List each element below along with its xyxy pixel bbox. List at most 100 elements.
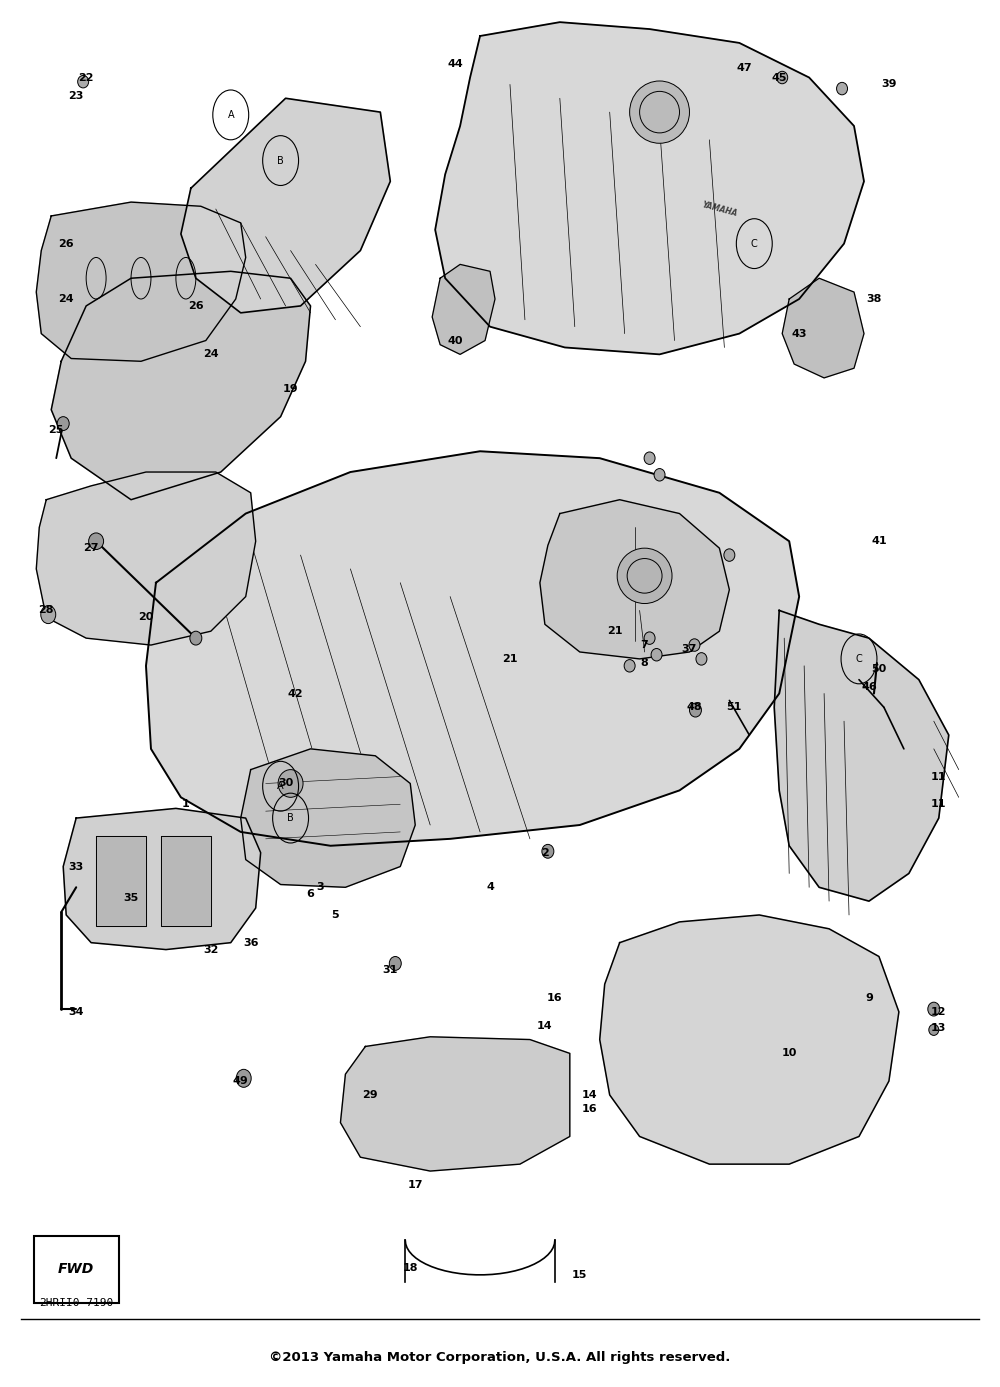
Text: 48: 48 — [687, 702, 702, 713]
Ellipse shape — [542, 845, 554, 859]
Polygon shape — [600, 915, 899, 1164]
Text: 1: 1 — [182, 799, 190, 809]
Text: 50: 50 — [871, 663, 887, 674]
Text: 2: 2 — [541, 847, 549, 857]
Text: C: C — [856, 653, 862, 664]
Text: 41: 41 — [871, 537, 887, 546]
Text: 25: 25 — [49, 426, 64, 436]
Ellipse shape — [696, 653, 707, 666]
Ellipse shape — [630, 80, 689, 143]
Ellipse shape — [651, 649, 662, 662]
Text: 35: 35 — [123, 893, 139, 903]
Ellipse shape — [644, 452, 655, 465]
Text: 5: 5 — [332, 910, 339, 920]
Ellipse shape — [644, 632, 655, 645]
Text: 12: 12 — [931, 1007, 947, 1017]
Text: 19: 19 — [283, 384, 298, 394]
Ellipse shape — [57, 416, 69, 430]
Ellipse shape — [689, 639, 700, 652]
Polygon shape — [51, 272, 311, 499]
Ellipse shape — [78, 75, 89, 87]
Polygon shape — [340, 1037, 570, 1171]
Ellipse shape — [724, 549, 735, 562]
Text: A: A — [277, 781, 284, 791]
Text: 46: 46 — [861, 681, 877, 692]
Ellipse shape — [278, 770, 303, 798]
Polygon shape — [432, 265, 495, 354]
Ellipse shape — [190, 631, 202, 645]
Polygon shape — [435, 22, 864, 354]
Text: 14: 14 — [537, 1021, 553, 1031]
Ellipse shape — [389, 957, 401, 971]
Text: B: B — [287, 813, 294, 822]
Ellipse shape — [928, 1003, 940, 1017]
Text: 9: 9 — [865, 993, 873, 1003]
Text: 11: 11 — [931, 771, 947, 781]
Text: 23: 23 — [68, 90, 84, 100]
Text: 27: 27 — [83, 544, 99, 553]
Text: 21: 21 — [607, 626, 622, 637]
Ellipse shape — [929, 1025, 939, 1036]
Ellipse shape — [624, 660, 635, 673]
Text: 24: 24 — [203, 350, 219, 359]
Text: 30: 30 — [278, 778, 293, 788]
Polygon shape — [774, 610, 949, 902]
Ellipse shape — [41, 606, 56, 624]
Text: FWD: FWD — [58, 1262, 94, 1276]
Text: 45: 45 — [771, 72, 787, 82]
Text: 20: 20 — [138, 613, 154, 623]
Polygon shape — [36, 203, 246, 361]
Ellipse shape — [689, 703, 701, 717]
Polygon shape — [161, 836, 211, 927]
Text: 2HRII0-7190: 2HRII0-7190 — [39, 1298, 114, 1308]
Text: ©2013 Yamaha Motor Corporation, U.S.A. All rights reserved.: ©2013 Yamaha Motor Corporation, U.S.A. A… — [269, 1351, 731, 1365]
Polygon shape — [540, 499, 729, 659]
Text: 33: 33 — [69, 861, 84, 871]
Text: 32: 32 — [203, 945, 218, 954]
Ellipse shape — [837, 82, 848, 94]
Text: 43: 43 — [791, 329, 807, 338]
Ellipse shape — [617, 548, 672, 603]
Text: 17: 17 — [407, 1180, 423, 1190]
Text: B: B — [277, 155, 284, 165]
Polygon shape — [96, 836, 146, 927]
Polygon shape — [181, 98, 390, 313]
Polygon shape — [241, 749, 415, 888]
Text: 47: 47 — [737, 62, 752, 74]
Text: 13: 13 — [931, 1024, 946, 1033]
Text: 37: 37 — [682, 644, 697, 655]
Text: 42: 42 — [288, 688, 303, 699]
Text: 51: 51 — [727, 702, 742, 713]
Text: 49: 49 — [233, 1076, 249, 1086]
Text: 16: 16 — [547, 993, 563, 1003]
Text: 11: 11 — [931, 799, 947, 809]
Text: C: C — [751, 239, 758, 248]
Text: 44: 44 — [447, 58, 463, 69]
Polygon shape — [63, 809, 261, 950]
Text: 3: 3 — [317, 882, 324, 892]
Text: 6: 6 — [307, 889, 314, 899]
Text: 24: 24 — [58, 294, 74, 304]
Text: 40: 40 — [447, 336, 463, 345]
Text: 28: 28 — [39, 606, 54, 616]
Polygon shape — [146, 451, 799, 846]
Text: 4: 4 — [486, 882, 494, 892]
Text: 16: 16 — [582, 1104, 598, 1114]
Text: 36: 36 — [243, 938, 258, 947]
Text: 31: 31 — [383, 965, 398, 975]
Text: 38: 38 — [866, 294, 882, 304]
Text: 26: 26 — [188, 301, 204, 311]
Text: 22: 22 — [78, 72, 94, 82]
Text: 15: 15 — [572, 1270, 587, 1280]
Text: 29: 29 — [363, 1090, 378, 1100]
Text: 10: 10 — [782, 1049, 797, 1058]
Ellipse shape — [777, 71, 788, 83]
Text: 21: 21 — [502, 653, 518, 664]
Text: 39: 39 — [881, 79, 897, 89]
Text: 18: 18 — [402, 1264, 418, 1273]
Polygon shape — [36, 472, 256, 645]
Text: A: A — [227, 110, 234, 119]
Text: YAMAHA: YAMAHA — [701, 200, 738, 218]
Ellipse shape — [654, 469, 665, 481]
Text: 34: 34 — [68, 1007, 84, 1017]
